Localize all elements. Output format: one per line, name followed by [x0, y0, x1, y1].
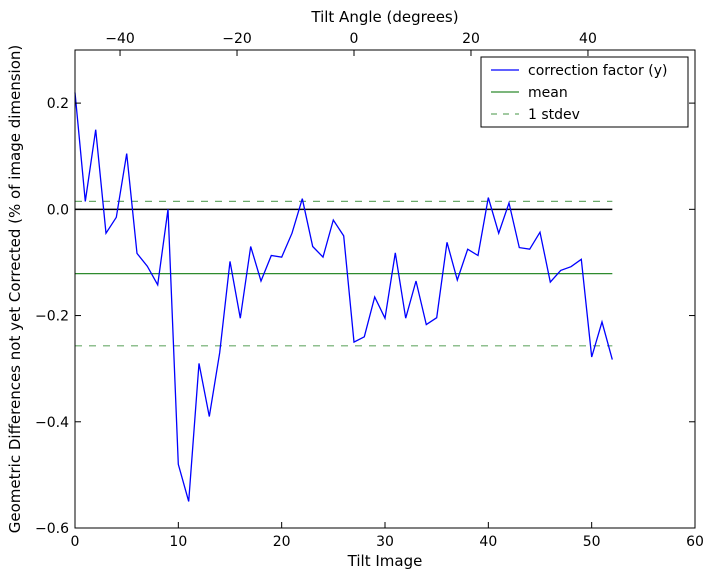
y-tick-label: −0.4: [35, 415, 69, 431]
y-tick-label: 0.0: [47, 202, 69, 218]
x-tick-label: 40: [479, 534, 497, 550]
x-axis-label: Tilt Image: [347, 552, 423, 570]
y-axis-label: Geometric Differences not yet Corrected …: [6, 45, 24, 534]
x-tick-label: 60: [686, 534, 704, 550]
y-tick-label: −0.6: [35, 521, 69, 537]
top-x-tick-label: −40: [105, 31, 135, 47]
legend-label-correction: correction factor (y): [528, 63, 667, 79]
y-tick-label: −0.2: [35, 309, 69, 325]
top-x-tick-label: 0: [350, 31, 359, 47]
legend: correction factor (y) mean 1 stdev: [481, 57, 688, 127]
top-x-tick-label: 20: [462, 31, 480, 47]
correction-factor-line: [75, 93, 612, 502]
top-x-tick-label: −20: [222, 31, 252, 47]
x-tick-label: 20: [273, 534, 291, 550]
legend-label-mean: mean: [528, 85, 568, 101]
legend-label-stdev: 1 stdev: [528, 107, 580, 123]
top-x-tick-label: 40: [579, 31, 597, 47]
x-tick-label: 10: [169, 534, 187, 550]
top-axis-label: Tilt Angle (degrees): [310, 8, 458, 26]
x-tick-label: 0: [71, 534, 80, 550]
x-tick-label: 30: [376, 534, 394, 550]
y-tick-label: 0.2: [47, 96, 69, 112]
x-tick-label: 50: [583, 534, 601, 550]
